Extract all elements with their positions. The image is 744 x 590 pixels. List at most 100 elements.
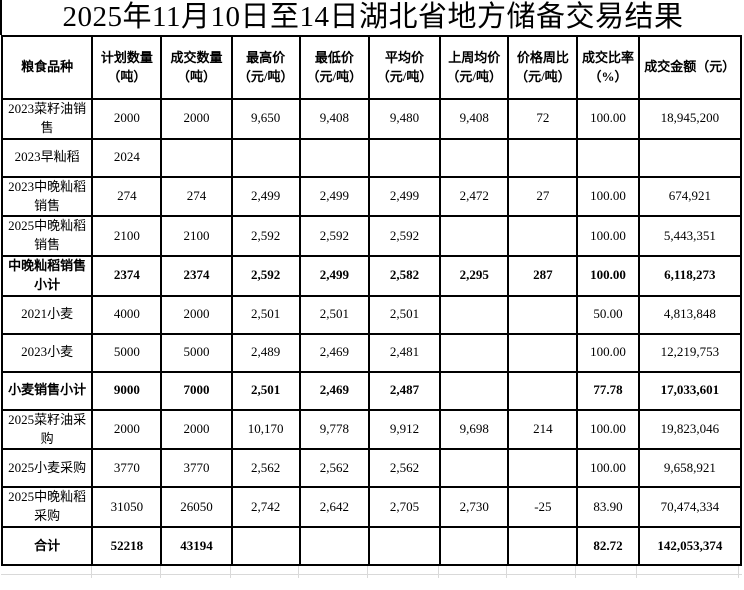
cell-value: 9,698 xyxy=(439,408,510,451)
cell-value xyxy=(230,526,301,567)
row-label: 小麦销售小计 xyxy=(0,370,94,411)
cell-value xyxy=(439,332,510,373)
cell-value: 4,813,848 xyxy=(637,294,743,335)
cell-value: 83.90 xyxy=(576,486,640,529)
column-header-line2: （%） xyxy=(588,68,628,84)
cell-value: 2,742 xyxy=(230,486,301,529)
cell-value xyxy=(507,332,579,373)
cell-value: 2,592 xyxy=(230,255,301,297)
cell-value xyxy=(507,215,579,258)
table-row: 2023中晚籼稻销售 274 274 2,499 2,499 2,499 2,472 27 10… xyxy=(0,175,743,218)
trade-results-table: 粮食品种 计划数量 （吨） 成交数量 （吨） 最高价 （元/吨） 最低价 （元/吨） 平均价 （元/… xyxy=(0,35,743,567)
cell-value xyxy=(576,137,640,178)
cell-value: 17,033,601 xyxy=(637,370,743,411)
table-row: 2025菜籽油采购 2000 2000 10,170 9,778 9,912 9,698 21… xyxy=(0,408,743,451)
excel-gridlines xyxy=(1,566,742,579)
cell-value: 9000 xyxy=(91,370,163,411)
cell-value xyxy=(230,137,301,178)
row-label: 2023早籼稻 xyxy=(0,137,94,178)
cell-value: 2000 xyxy=(91,98,163,140)
cell-value: 2,642 xyxy=(298,486,370,529)
cell-value: 5000 xyxy=(160,332,233,373)
cell-value: 9,658,921 xyxy=(637,448,743,489)
cell-value: 2000 xyxy=(91,408,163,451)
page-title: 2025年11月10日至14日湖北省地方储备交易结果 xyxy=(0,0,744,35)
cell-value xyxy=(439,526,510,567)
column-header: 粮食品种 xyxy=(0,35,94,100)
cell-value: 287 xyxy=(507,255,579,297)
cell-value: 18,945,200 xyxy=(637,98,743,140)
cell-value: 2374 xyxy=(91,255,163,297)
cell-value: 12,219,753 xyxy=(637,332,743,373)
cell-value: 2,705 xyxy=(367,486,442,529)
column-header-line2: （元/吨） xyxy=(446,68,503,84)
cell-value: 2,582 xyxy=(367,255,442,297)
cell-value: 2,499 xyxy=(230,175,301,218)
cell-value: 100.00 xyxy=(576,408,640,451)
cell-value: 26050 xyxy=(160,486,233,529)
cell-value: 2,562 xyxy=(298,448,370,489)
cell-value xyxy=(507,526,579,567)
column-header: 成交金额（元） xyxy=(637,35,743,100)
cell-value xyxy=(367,137,442,178)
column-header: 成交比率 （%） xyxy=(576,35,640,100)
cell-value xyxy=(439,294,510,335)
row-label: 合计 xyxy=(0,526,94,567)
cell-value: 6,118,273 xyxy=(637,255,743,297)
cell-value xyxy=(439,448,510,489)
cell-value: 9,650 xyxy=(230,98,301,140)
cell-value: 2,501 xyxy=(367,294,442,335)
column-header-line1: 最高价 xyxy=(246,49,286,65)
cell-value: 2,499 xyxy=(298,175,370,218)
column-header: 最高价 （元/吨） xyxy=(230,35,301,100)
cell-value: 31050 xyxy=(91,486,163,529)
cell-value: -25 xyxy=(507,486,579,529)
cell-value: 9,408 xyxy=(439,98,510,140)
cell-value: 100.00 xyxy=(576,215,640,258)
cell-value: 2,501 xyxy=(298,294,370,335)
column-header-line2: （元/吨） xyxy=(515,68,571,84)
cell-value: 2000 xyxy=(160,294,233,335)
cell-value: 4000 xyxy=(91,294,163,335)
cell-value: 2,562 xyxy=(230,448,301,489)
table-row: 小麦销售小计 9000 7000 2,501 2,469 2,487 77.78 17,033… xyxy=(0,370,743,411)
column-header-line1: 成交比率 xyxy=(582,49,635,65)
cell-value xyxy=(367,526,442,567)
column-header: 成交数量 （吨） xyxy=(160,35,233,100)
cell-value: 2,592 xyxy=(367,215,442,258)
column-header: 计划数量 （吨） xyxy=(91,35,163,100)
column-header-line1: 计划数量 xyxy=(100,49,153,65)
cell-value: 5,443,351 xyxy=(637,215,743,258)
cell-value: 2,481 xyxy=(367,332,442,373)
cell-value: 3770 xyxy=(160,448,233,489)
cell-value: 43194 xyxy=(160,526,233,567)
cell-value: 27 xyxy=(507,175,579,218)
cell-value: 2,469 xyxy=(298,370,370,411)
column-header-line1: 成交金额（元） xyxy=(644,59,736,75)
header-row: 粮食品种 计划数量 （吨） 成交数量 （吨） 最高价 （元/吨） 最低价 （元/吨） 平均价 （元/… xyxy=(0,35,743,100)
cell-value: 2,730 xyxy=(439,486,510,529)
cell-value: 2,295 xyxy=(439,255,510,297)
row-label: 2023小麦 xyxy=(0,332,94,373)
table-row: 合计 52218 43194 82.72 142,053,374 xyxy=(0,526,743,567)
cell-value xyxy=(507,370,579,411)
cell-value: 52218 xyxy=(91,526,163,567)
cell-value xyxy=(507,137,579,178)
table-row: 2023早籼稻 2024 xyxy=(0,137,743,178)
cell-value: 5000 xyxy=(91,332,163,373)
table-row: 中晚籼稻销售小计 2374 2374 2,592 2,499 2,582 2,295 287 1… xyxy=(0,255,743,297)
column-header-line1: 最低价 xyxy=(314,49,354,65)
column-header: 价格周比 （元/吨） xyxy=(507,35,579,100)
table-row: 2025中晚籼稻采购 31050 26050 2,742 2,642 2,705 2,730… xyxy=(0,486,743,529)
cell-value: 50.00 xyxy=(576,294,640,335)
column-header: 最低价 （元/吨） xyxy=(298,35,370,100)
cell-value: 2,469 xyxy=(298,332,370,373)
column-header-line1: 价格周比 xyxy=(516,49,569,65)
cell-value: 9,408 xyxy=(298,98,370,140)
cell-value: 100.00 xyxy=(576,175,640,218)
cell-value: 82.72 xyxy=(576,526,640,567)
cell-value: 9,912 xyxy=(367,408,442,451)
column-header-line2: （吨） xyxy=(107,68,147,84)
cell-value xyxy=(439,137,510,178)
